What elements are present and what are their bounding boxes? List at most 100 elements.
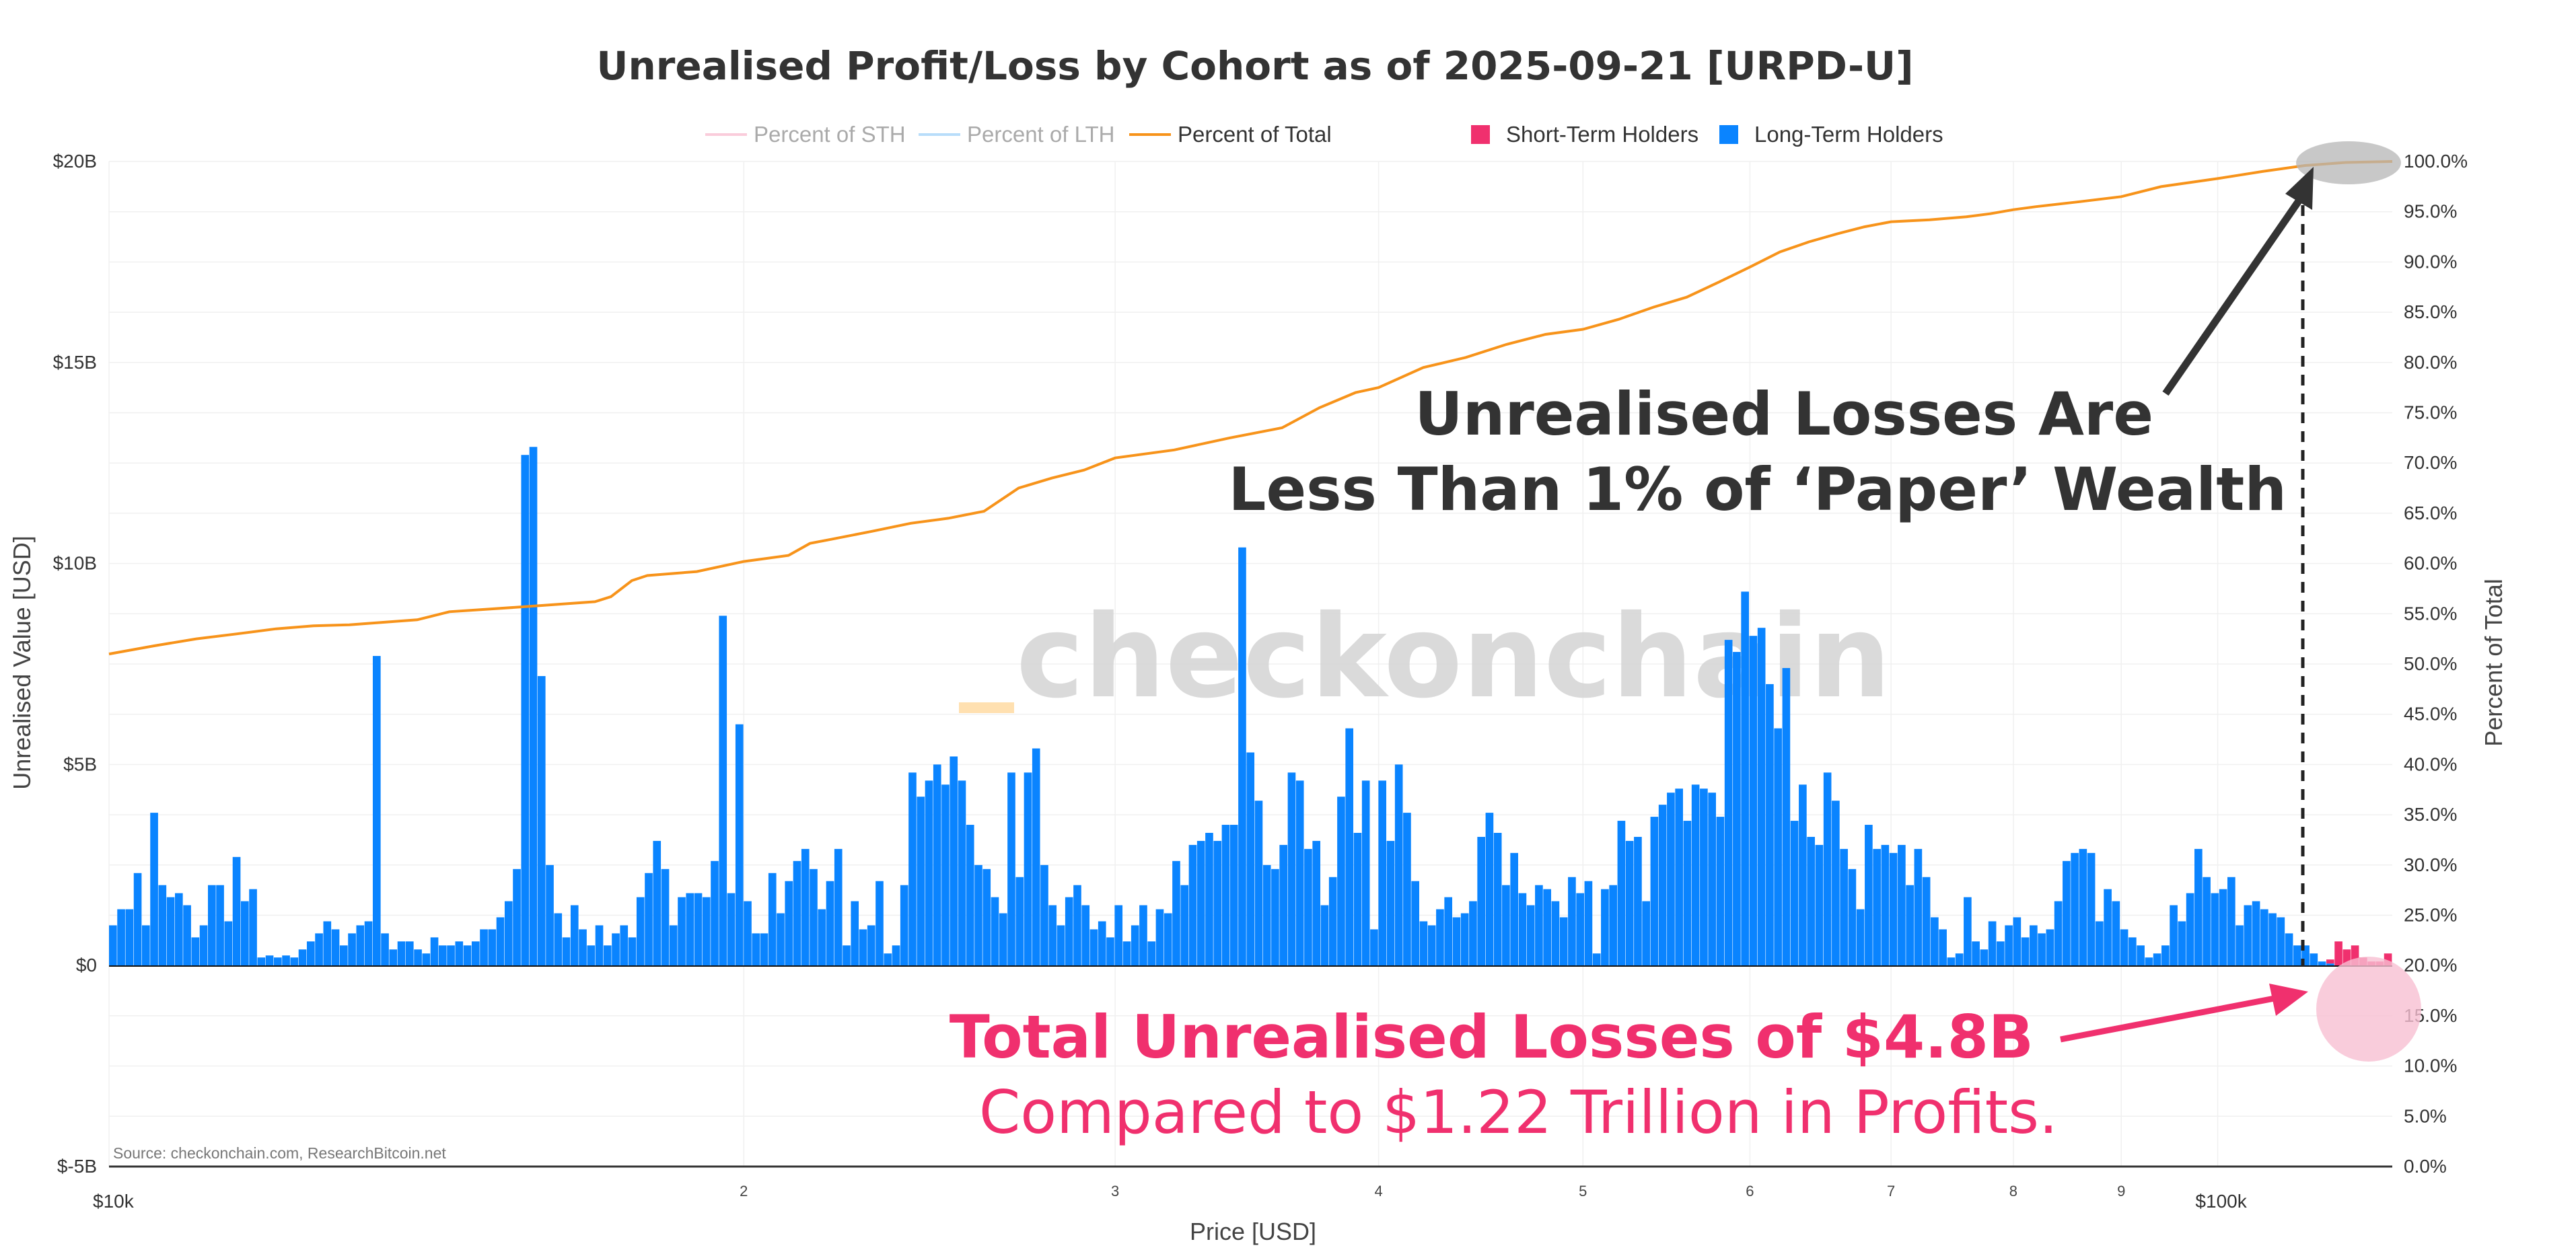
lth-bar-146: [1312, 840, 1321, 966]
lth-bar-133: [1205, 832, 1213, 966]
legend-label-0[interactable]: Percent of STH: [754, 122, 906, 147]
lth-bar-143: [1287, 772, 1296, 966]
lth-bar-67: [661, 869, 670, 966]
y2-tick-label-15: 75.0%: [2404, 402, 2457, 423]
sth-bar-276: [2384, 953, 2392, 966]
lth-bar-151: [1353, 832, 1362, 966]
lth-bar-119: [1089, 929, 1098, 966]
lth-bar-99: [925, 780, 933, 966]
lth-bar-184: [1625, 840, 1634, 966]
lth-bar-153: [1370, 929, 1378, 966]
lth-bar-95: [892, 945, 900, 966]
lth-bar-213: [1865, 825, 1873, 966]
lth-bar-59: [595, 925, 604, 966]
lth-bar-30: [356, 925, 365, 966]
lth-bar-145: [1304, 848, 1312, 966]
lth-bar-236: [2054, 901, 2063, 966]
lth-bar-89: [843, 945, 851, 966]
y-tick-label-0: $-5B: [57, 1156, 97, 1177]
lth-bar-92: [867, 925, 875, 966]
lth-bar-51: [529, 447, 538, 966]
lth-bar-268: [2318, 961, 2326, 966]
lth-bar-72: [702, 897, 711, 966]
lth-bar-200: [1757, 628, 1766, 966]
lth-bar-15: [232, 856, 241, 966]
lth-bar-52: [537, 675, 546, 966]
lth-bar-219: [1914, 848, 1923, 966]
lth-bar-48: [504, 901, 513, 966]
lth-bar-244: [2120, 929, 2128, 966]
lth-bar-265: [2293, 945, 2301, 966]
lth-bar-196: [1724, 640, 1733, 966]
y-tick-label-5: $20B: [53, 151, 97, 172]
legend-label-1[interactable]: Percent of LTH: [967, 122, 1114, 147]
lth-bar-198: [1741, 591, 1749, 966]
lth-bar-70: [686, 893, 694, 966]
watermark-accent: [959, 702, 1014, 713]
lth-bar-205: [1799, 784, 1807, 966]
lth-bar-81: [777, 913, 785, 966]
lth-bar-175: [1551, 901, 1560, 966]
lth-bar-237: [2063, 860, 2071, 966]
lth-bar-206: [1807, 836, 1815, 966]
lth-bar-63: [628, 937, 637, 966]
loss-arrow-head: [2269, 984, 2308, 1016]
lth-bar-216: [1889, 852, 1898, 966]
x-tick-label-2: 3: [1111, 1183, 1119, 1200]
lth-bar-109: [1007, 772, 1015, 966]
lth-bar-140: [1262, 864, 1271, 966]
lth-bar-227: [1980, 949, 1989, 966]
lth-bar-207: [1815, 844, 1824, 966]
lth-bar-238: [2071, 852, 2079, 966]
lth-bar-94: [884, 953, 892, 966]
lth-bar-251: [2178, 921, 2186, 966]
y-tick-label-4: $15B: [53, 352, 97, 373]
lth-bar-182: [1609, 885, 1617, 966]
headline-arrow-head: [2285, 167, 2314, 210]
x-axis-title: Price [USD]: [1190, 1218, 1316, 1245]
y2-axis-ticks: 0.0%5.0%10.0%15.0%20.0%25.0%30.0%35.0%40…: [2404, 151, 2468, 1177]
lth-bar-240: [2087, 852, 2096, 966]
y2-tick-label-14: 70.0%: [2404, 452, 2457, 473]
legend-label-3[interactable]: Short-Term Holders: [1506, 122, 1698, 147]
lth-bar-46: [488, 929, 497, 966]
lth-bar-249: [2161, 945, 2170, 966]
lth-bar-191: [1683, 821, 1692, 966]
lth-bar-225: [1964, 897, 1972, 966]
lth-bar-170: [1510, 852, 1518, 966]
lth-bar-234: [2038, 933, 2046, 966]
lth-bar-2: [125, 909, 134, 966]
legend-label-2[interactable]: Percent of Total: [1178, 122, 1332, 147]
lth-bar-139: [1254, 801, 1263, 966]
lth-bar-229: [1997, 941, 2005, 966]
y2-tick-label-7: 35.0%: [2404, 804, 2457, 825]
lth-bar-62: [620, 925, 629, 966]
lth-bar-210: [1840, 848, 1848, 966]
lth-bar-110: [1015, 877, 1024, 966]
lth-bar-154: [1378, 780, 1387, 966]
lth-bar-44: [471, 941, 480, 966]
lth-bar-179: [1584, 881, 1593, 966]
lth-bar-101: [941, 784, 950, 966]
y2-tick-label-19: 95.0%: [2404, 201, 2457, 222]
legend-label-4[interactable]: Long-Term Holders: [1754, 122, 1943, 147]
lth-bar-0: [109, 925, 117, 966]
lth-bar-129: [1172, 860, 1180, 966]
sth-bar-271: [2342, 949, 2351, 966]
lth-bar-212: [1856, 909, 1865, 966]
lth-bar-173: [1535, 885, 1543, 966]
lth-bar-165: [1469, 901, 1477, 966]
lth-bar-118: [1081, 905, 1090, 966]
lth-bar-58: [587, 945, 596, 966]
lth-bar-6: [158, 885, 167, 966]
x-tick-label-1: 2: [740, 1183, 748, 1200]
lth-bar-181: [1601, 889, 1609, 966]
lth-bar-134: [1213, 840, 1222, 966]
lth-bar-98: [917, 797, 925, 966]
lth-bar-174: [1543, 889, 1551, 966]
lth-bar-208: [1823, 772, 1832, 966]
lth-bar-8: [174, 893, 183, 966]
y2-tick-label-17: 85.0%: [2404, 301, 2457, 322]
lth-bar-266: [2301, 945, 2310, 966]
y2-tick-label-18: 90.0%: [2404, 251, 2457, 272]
